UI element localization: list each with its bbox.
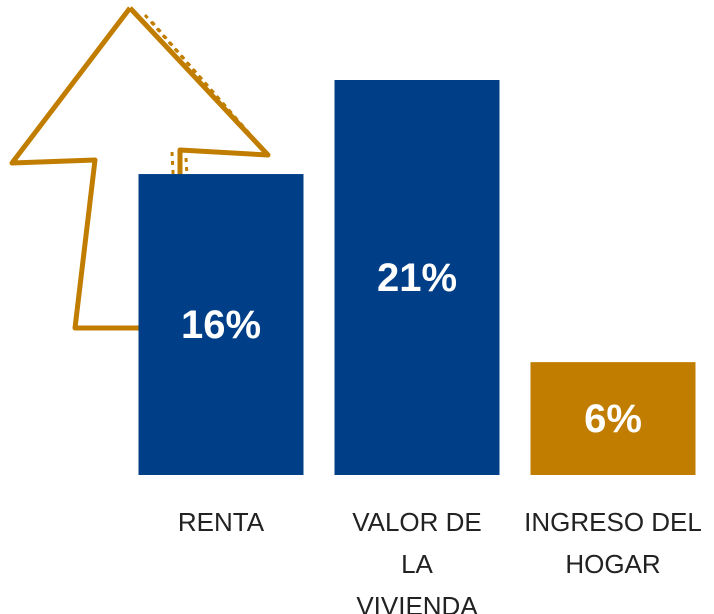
bar	[138, 174, 304, 476]
category-label: INGRESO DEL	[524, 507, 702, 537]
value-label: 6%	[584, 397, 642, 441]
bar	[530, 362, 696, 475]
category-label: VALOR DE	[352, 507, 482, 537]
value-label: 21%	[377, 256, 457, 300]
bar	[334, 80, 500, 475]
category-label: VIVIENDA	[356, 591, 478, 614]
category-label: HOGAR	[565, 549, 660, 579]
category-label: RENTA	[178, 507, 265, 537]
value-label: 16%	[181, 303, 261, 347]
category-label: LA	[401, 549, 433, 579]
